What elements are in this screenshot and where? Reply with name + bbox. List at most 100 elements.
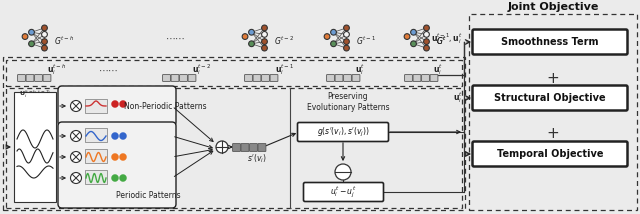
- Text: Structural Objective: Structural Objective: [494, 93, 606, 103]
- Circle shape: [262, 31, 268, 37]
- Circle shape: [42, 25, 47, 31]
- Circle shape: [29, 29, 35, 35]
- Text: Preserving
Evolutionary Patterns: Preserving Evolutionary Patterns: [307, 92, 389, 112]
- Circle shape: [29, 41, 35, 47]
- Text: Smoothness Term: Smoothness Term: [501, 37, 599, 47]
- Text: $\mathbf{u}_i^{t-h}$: $\mathbf{u}_i^{t-h}$: [47, 62, 66, 77]
- FancyBboxPatch shape: [188, 75, 196, 81]
- Circle shape: [111, 101, 118, 107]
- FancyBboxPatch shape: [253, 75, 261, 81]
- Text: $G^{t-1}$: $G^{t-1}$: [356, 35, 376, 47]
- Circle shape: [424, 25, 429, 31]
- FancyBboxPatch shape: [404, 75, 412, 81]
- Text: $\cdots\cdots$: $\cdots\cdots$: [98, 65, 118, 75]
- Text: +: +: [547, 126, 559, 141]
- FancyBboxPatch shape: [258, 144, 266, 151]
- Text: Temporal Objective: Temporal Objective: [497, 149, 604, 159]
- FancyBboxPatch shape: [430, 75, 438, 81]
- Bar: [14, 92, 56, 202]
- FancyBboxPatch shape: [326, 75, 335, 81]
- Circle shape: [42, 39, 47, 45]
- FancyBboxPatch shape: [180, 75, 188, 81]
- Text: $G^{t-h}$: $G^{t-h}$: [54, 35, 74, 47]
- Circle shape: [344, 25, 349, 31]
- FancyBboxPatch shape: [472, 30, 627, 55]
- Text: Periodic Patterns: Periodic Patterns: [116, 192, 180, 201]
- Circle shape: [411, 41, 417, 47]
- Circle shape: [22, 34, 28, 39]
- FancyBboxPatch shape: [303, 183, 383, 202]
- Circle shape: [262, 39, 268, 45]
- FancyBboxPatch shape: [244, 75, 252, 81]
- Circle shape: [120, 101, 127, 107]
- Text: $\mathbf{u}_i^{t}$: $\mathbf{u}_i^{t}$: [453, 91, 463, 106]
- FancyBboxPatch shape: [298, 122, 388, 141]
- Circle shape: [324, 34, 330, 39]
- FancyBboxPatch shape: [58, 122, 176, 208]
- Circle shape: [111, 153, 118, 160]
- Circle shape: [424, 45, 429, 51]
- Circle shape: [248, 41, 255, 47]
- Circle shape: [120, 153, 127, 160]
- Circle shape: [120, 132, 127, 140]
- Bar: [3, 57, 465, 210]
- Text: $G^{t}$: $G^{t}$: [436, 35, 447, 47]
- Circle shape: [70, 101, 81, 111]
- FancyBboxPatch shape: [344, 75, 351, 81]
- Bar: [85, 149, 107, 163]
- FancyBboxPatch shape: [250, 144, 257, 151]
- FancyBboxPatch shape: [270, 75, 278, 81]
- Circle shape: [424, 31, 429, 37]
- Bar: [6, 60, 462, 86]
- Circle shape: [242, 34, 248, 39]
- Circle shape: [262, 45, 268, 51]
- Text: $\mathbf{u}_i^{t-1}$: $\mathbf{u}_i^{t-1}$: [275, 62, 294, 77]
- Circle shape: [344, 31, 349, 37]
- FancyBboxPatch shape: [241, 144, 249, 151]
- FancyBboxPatch shape: [352, 75, 360, 81]
- Bar: [6, 88, 462, 208]
- Circle shape: [70, 172, 81, 183]
- Text: Non-Periodic Patterns: Non-Periodic Patterns: [124, 101, 206, 110]
- Text: $\mathbf{u}_i^{t-2}$: $\mathbf{u}_i^{t-2}$: [192, 62, 211, 77]
- Text: $g(s'(v_i), s'(v_j))$: $g(s'(v_i), s'(v_j))$: [317, 125, 369, 138]
- FancyBboxPatch shape: [422, 75, 429, 81]
- FancyBboxPatch shape: [35, 75, 42, 81]
- Text: $\mathbf{u}_i^{t}$: $\mathbf{u}_i^{t}$: [355, 62, 365, 77]
- Circle shape: [42, 31, 47, 37]
- Bar: [85, 99, 107, 113]
- Circle shape: [70, 131, 81, 141]
- FancyBboxPatch shape: [26, 75, 34, 81]
- Circle shape: [120, 174, 127, 181]
- Text: $s'(v_i)$: $s'(v_i)$: [247, 153, 267, 165]
- Text: $\cdots\cdots$: $\cdots\cdots$: [165, 33, 185, 43]
- Bar: [85, 170, 107, 184]
- FancyBboxPatch shape: [335, 75, 343, 81]
- FancyBboxPatch shape: [472, 141, 627, 166]
- Circle shape: [42, 45, 47, 51]
- Text: $\mathbf{u}_i^{t}$: $\mathbf{u}_i^{t}$: [433, 62, 443, 77]
- FancyBboxPatch shape: [163, 75, 170, 81]
- FancyBboxPatch shape: [171, 75, 179, 81]
- Text: $G^{t-2}$: $G^{t-2}$: [274, 35, 294, 47]
- Circle shape: [424, 39, 429, 45]
- Text: Joint Objective: Joint Objective: [508, 2, 598, 12]
- Text: +: +: [547, 70, 559, 86]
- Circle shape: [404, 34, 410, 39]
- Circle shape: [344, 39, 349, 45]
- Circle shape: [111, 174, 118, 181]
- Circle shape: [70, 152, 81, 162]
- Circle shape: [111, 132, 118, 140]
- Text: $u_i^t - u_j^t$: $u_i^t - u_j^t$: [330, 184, 356, 200]
- Circle shape: [344, 45, 349, 51]
- Circle shape: [248, 29, 255, 35]
- Circle shape: [262, 25, 268, 31]
- Circle shape: [411, 29, 417, 35]
- Text: $G^{t}$: $G^{t}$: [436, 35, 447, 47]
- FancyBboxPatch shape: [43, 75, 51, 81]
- FancyBboxPatch shape: [413, 75, 421, 81]
- Text: $\mathbf{U}_i^{(t-h,t-1)}$: $\mathbf{U}_i^{(t-h,t-1)}$: [19, 89, 51, 100]
- FancyBboxPatch shape: [472, 86, 627, 110]
- FancyBboxPatch shape: [232, 144, 241, 151]
- FancyBboxPatch shape: [262, 75, 269, 81]
